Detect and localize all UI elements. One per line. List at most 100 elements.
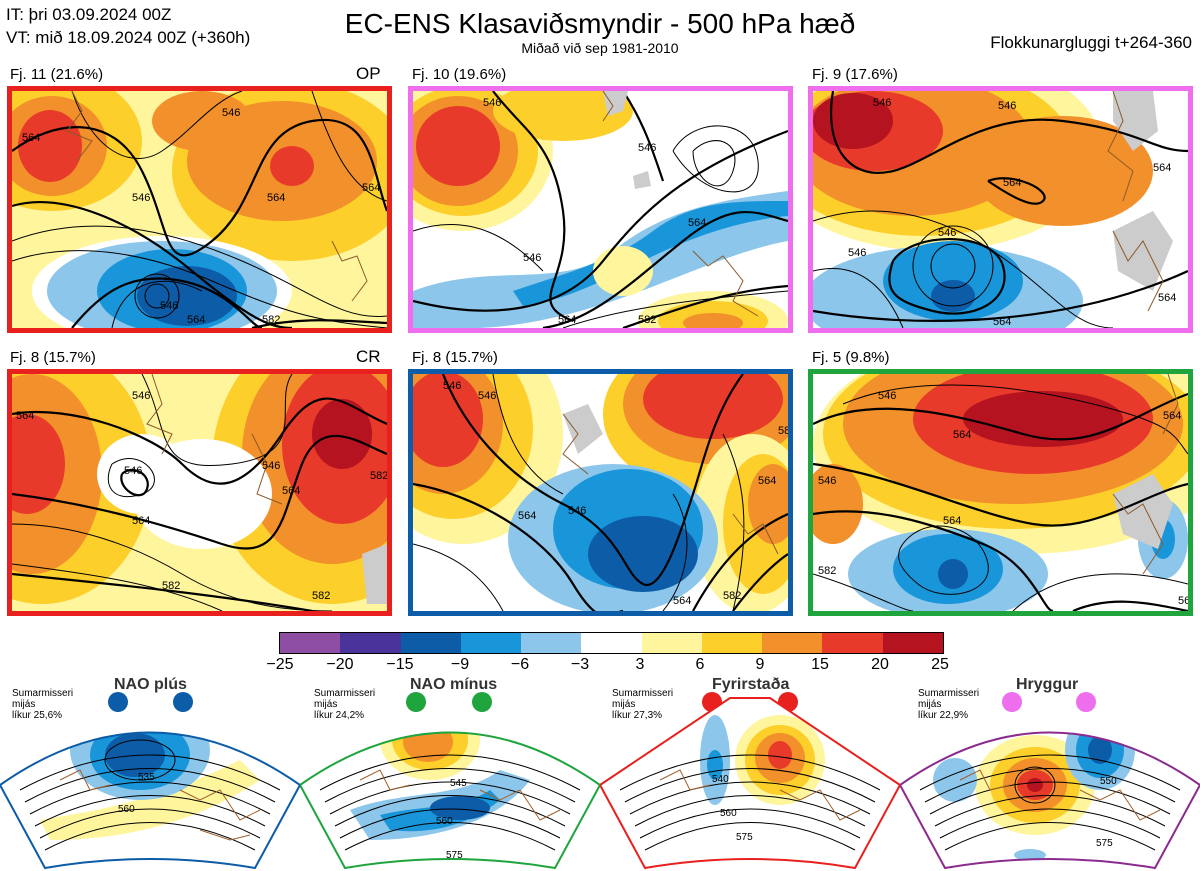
colorbar-tick: 3 — [635, 656, 645, 673]
contour-label: 582 — [818, 565, 836, 577]
contour-label: 546 — [222, 107, 240, 119]
cluster-map-panel: 564 546 546 546 564 564 582 582 582 — [7, 369, 392, 616]
regime-marker-icon — [472, 692, 492, 712]
panel-label: Fj. 9 (17.6%) — [812, 66, 898, 83]
regime-info: Sumarmisseri mijás líkur 22,9% — [918, 688, 979, 721]
regime-title: Fyrirstaða — [712, 676, 790, 693]
colorbar-tick: 25 — [931, 656, 949, 673]
panel-tag: OP — [356, 64, 381, 83]
regime-sub: mijás — [12, 699, 36, 710]
regime-season: Sumarmisseri — [314, 688, 376, 699]
colorbar-swatch — [822, 633, 883, 653]
cluster-map-panel: 564 546 546 564 564 546 582 564 — [7, 86, 392, 333]
regime-contour-label: 540 — [712, 774, 729, 785]
contour-label: 546 — [873, 97, 891, 109]
colorbar-swatch — [641, 633, 702, 653]
regime-contour-label: 560 — [118, 804, 135, 815]
contour-label: 546 — [124, 465, 142, 477]
anomaly-map: 546 546 564 546 546 564 564 564 — [813, 91, 1188, 328]
regime-sub: mijás — [918, 699, 942, 710]
contour-label: 564 — [518, 510, 536, 522]
colorbar-swatch — [521, 633, 582, 653]
regime-marker-icon — [1076, 692, 1096, 712]
colorbar-swatch — [340, 633, 401, 653]
regime-contour-label: 575 — [1096, 838, 1113, 849]
regime-marker-icon — [406, 692, 426, 712]
contour-label: 564 — [282, 485, 300, 497]
contour-label: 546 — [262, 460, 280, 472]
colorbar-tick: −15 — [386, 656, 414, 673]
contour-label: 546 — [483, 97, 501, 109]
regime-season: Sumarmisseri — [918, 688, 980, 699]
contour-label: 546 — [523, 252, 541, 264]
regime-map: 530 550 575 — [900, 724, 1200, 870]
cluster-map-panel: 546 546 564 546 546 564 564 564 — [808, 86, 1193, 333]
regime-contour-label: 575 — [736, 832, 753, 843]
regime-contour-label: 535 — [138, 772, 155, 783]
colorbar-tick: 20 — [871, 656, 889, 673]
contour-label: 564 — [132, 515, 150, 527]
regime-marker-icon — [1002, 692, 1022, 712]
contour-label: 564 — [943, 515, 961, 527]
contour-label: 546 — [818, 475, 836, 487]
page-title: EC-ENS Klasaviðsmyndir - 500 hPa hæð — [344, 8, 856, 39]
regime-season: Sumarmisseri — [612, 688, 674, 699]
contour-label: 564 — [1178, 595, 1188, 607]
regime-info: Sumarmisseri mijás líkur 27,3% — [612, 688, 673, 721]
contour-label: 582 — [638, 314, 656, 326]
colorbar-swatch — [460, 633, 522, 653]
colorbar-swatch — [762, 633, 823, 653]
colorbar-tick: 9 — [755, 656, 765, 673]
regime-contour-label: 560 — [436, 816, 453, 827]
contour-label: 582 — [312, 590, 330, 602]
contour-label: 564 — [267, 192, 285, 204]
cluster-window-label: Flokkunargluggi t+264-360 — [990, 33, 1192, 52]
regime-info: Sumarmisseri mijás líkur 25,6% — [12, 688, 73, 721]
contour-label: 564 — [758, 475, 776, 487]
cluster-map-panel: 546 546 564 564 582 564 564 — [808, 369, 1193, 616]
contour-label: 564 — [673, 595, 691, 607]
colorbar-swatch — [581, 633, 642, 653]
panel-tag: CR — [356, 347, 381, 366]
page-subtitle: Miðað við sep 1981-2010 — [521, 40, 679, 56]
contour-label: 582 — [778, 425, 788, 437]
anomaly-map: 546 546 564 564 582 564 564 — [813, 374, 1188, 611]
contour-label: 546 — [878, 390, 896, 402]
regime-map: 535 560 — [0, 731, 300, 870]
regime-marker-icon — [173, 692, 193, 712]
contour-label: 564 — [993, 316, 1011, 328]
panel-label: Fj. 10 (19.6%) — [412, 66, 507, 83]
contour-label: 546 — [998, 100, 1016, 112]
anomaly-map: 564 546 546 564 564 546 582 564 — [12, 91, 387, 328]
regime-title: NAO mínus — [410, 676, 498, 693]
contour-label: 546 — [568, 505, 586, 517]
colorbar-tick: 15 — [811, 656, 829, 673]
contour-label: 582 — [723, 590, 741, 602]
colorbar-swatch — [882, 633, 943, 653]
panel-label: Fj. 5 (9.8%) — [812, 349, 890, 366]
colorbar-tick: −6 — [510, 656, 530, 673]
contour-label: 564 — [1163, 410, 1181, 422]
contour-label: 564 — [688, 217, 706, 229]
regime-probability: líkur 24,2% — [314, 710, 365, 721]
contour-label: 546 — [638, 142, 656, 154]
contour-label: 582 — [370, 470, 387, 482]
regime-contour-label: 545 — [450, 778, 467, 789]
contour-label: 564 — [953, 429, 971, 441]
initial-time: IT: þri 03.09.2024 00Z — [6, 5, 172, 24]
colorbar-swatch — [280, 633, 341, 653]
regime-frame — [600, 697, 900, 870]
regime-season: Sumarmisseri — [12, 688, 74, 699]
regime-sub: mijás — [612, 699, 636, 710]
panel-label: Fj. 8 (15.7%) — [10, 349, 96, 366]
contour-label: 564 — [1003, 177, 1021, 189]
contour-label: 564 — [187, 314, 205, 326]
regime-title: NAO plús — [114, 676, 187, 693]
contour-label: 546 — [443, 380, 461, 392]
regime-contour-label: 530 — [1088, 724, 1105, 735]
colorbar-tick: −25 — [266, 656, 294, 673]
contour-label: 564 — [1158, 292, 1176, 304]
colorbar-swatch — [400, 633, 461, 653]
cluster-map-panel: 546 546 564 546 564 564 582 582 — [408, 369, 793, 616]
regime-title: Hryggur — [1016, 676, 1079, 693]
